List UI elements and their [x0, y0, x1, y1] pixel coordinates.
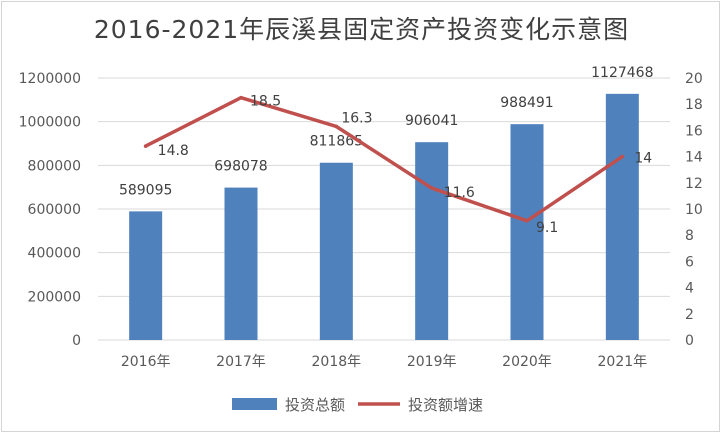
y-left-tick-label: 0	[72, 333, 81, 349]
bar-data-label: 698078	[214, 159, 267, 175]
y-right-tick-label: 2	[685, 307, 694, 323]
y-right-tick-label: 10	[685, 202, 703, 218]
bar-data-label: 589095	[119, 182, 172, 198]
y-right-tick-label: 20	[685, 71, 703, 87]
y-right-ticks: 0 2 4 6 8 10 12 14 16 18 20	[685, 71, 703, 349]
legend: 投资总额 投资额增速	[232, 396, 483, 414]
bar	[415, 142, 449, 340]
x-tick-label: 2018年	[312, 354, 362, 370]
y-left-tick-label: 1200000	[19, 71, 81, 87]
bar	[510, 124, 544, 340]
line-series	[143, 95, 625, 223]
y-left-tick-label: 400000	[28, 246, 81, 262]
y-left-ticks: 0 200000 400000 600000 800000 1000000 1200000	[19, 71, 81, 349]
line-data-labels: 14.8 18.5 16.3 11.6 9.1 14	[158, 94, 653, 236]
y-left-tick-label: 200000	[28, 289, 81, 305]
y-right-tick-label: 12	[685, 176, 703, 192]
line-data-label: 14.8	[158, 143, 189, 159]
bar-data-label: 811865	[310, 134, 363, 150]
line-point	[620, 154, 625, 159]
legend-swatch-bar	[232, 398, 277, 410]
y-right-tick-label: 8	[685, 228, 694, 244]
bar-data-labels: 589095 698078 811865 906041 988491 1127468	[119, 65, 654, 199]
line-point	[239, 95, 243, 100]
bar	[319, 162, 353, 340]
x-tick-label: 2016年	[121, 354, 171, 370]
bar	[224, 187, 258, 340]
line-point	[525, 218, 529, 223]
legend-label: 投资额增速	[408, 396, 483, 414]
x-tick-label: 2019年	[407, 354, 457, 370]
x-tick-label: 2020年	[502, 354, 552, 370]
y-left-tick-label: 600000	[28, 202, 81, 218]
bar-data-label: 906041	[405, 113, 458, 129]
line-path	[143, 95, 625, 223]
y-left-tick-label: 1000000	[19, 115, 81, 131]
bar	[605, 93, 639, 340]
y-right-tick-label: 14	[685, 150, 703, 166]
y-left-tick-label: 800000	[28, 158, 81, 174]
bar-data-label: 988491	[500, 95, 553, 111]
line-data-label: 18.5	[250, 94, 281, 110]
y-right-tick-label: 4	[685, 281, 694, 297]
line-data-label: 9.1	[536, 220, 558, 236]
y-right-tick-label: 18	[685, 97, 703, 113]
line-point	[429, 186, 434, 190]
legend-label: 投资总额	[285, 396, 345, 414]
x-tick-label: 2021年	[598, 354, 648, 370]
line-data-label: 14	[634, 151, 652, 167]
bar-series	[129, 93, 639, 340]
bar-data-label: 1127468	[591, 65, 653, 81]
line-data-label: 11.6	[444, 185, 475, 201]
x-axis-ticks: 2016年 2017年 2018年 2019年 2020年 2021年	[121, 354, 647, 370]
bar	[129, 211, 163, 340]
chart-title: 2016-2021年辰溪县固定资产投资变化示意图	[93, 15, 630, 44]
line-point	[334, 124, 339, 129]
grid-lines	[98, 77, 670, 341]
line-point	[143, 144, 148, 148]
x-tick-label: 2017年	[216, 354, 266, 370]
y-right-tick-label: 16	[685, 123, 703, 139]
y-right-tick-label: 6	[685, 254, 694, 270]
y-right-tick-label: 0	[685, 333, 694, 349]
line-data-label: 16.3	[341, 110, 372, 126]
